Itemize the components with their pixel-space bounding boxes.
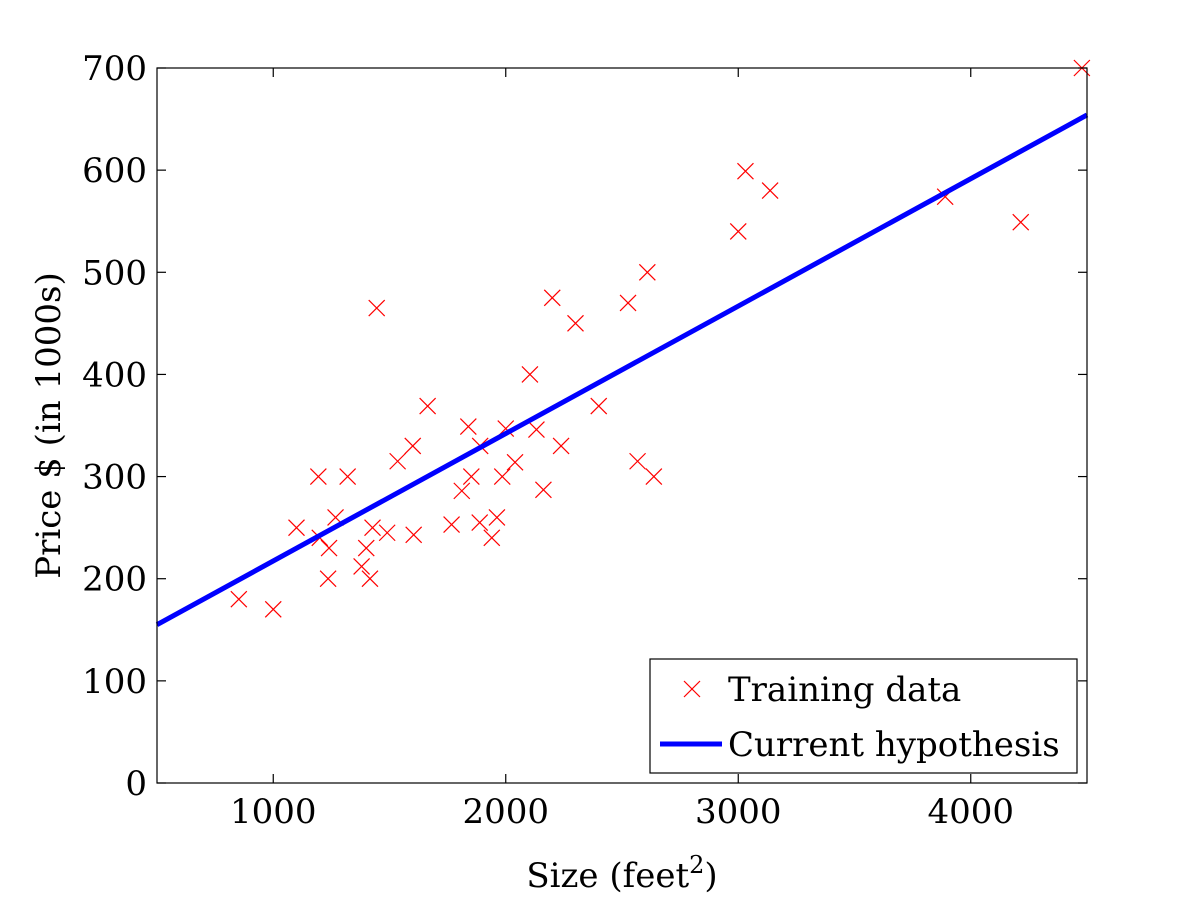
data-point — [488, 509, 506, 526]
y-tick-label: 700 — [82, 49, 147, 89]
data-point — [364, 519, 381, 537]
x-tick-label: 4000 — [927, 792, 1014, 832]
legend-box — [649, 658, 1078, 774]
training-data-series — [230, 59, 1091, 618]
data-point — [493, 468, 511, 485]
x-tick-label: 2000 — [462, 792, 549, 832]
legend: Training data Current hypothesis — [649, 658, 1078, 774]
data-point — [453, 482, 471, 500]
legend-label-current-hypothesis: Current hypothesis — [728, 725, 1060, 765]
data-point — [471, 514, 489, 531]
data-point — [1012, 213, 1030, 231]
legend-label-training-data: Training data — [728, 670, 961, 710]
x-tick-label: 3000 — [695, 792, 782, 832]
data-point — [405, 526, 423, 544]
y-tick-label: 0 — [125, 764, 147, 804]
data-point — [567, 314, 584, 332]
data-point — [378, 524, 396, 542]
data-point — [506, 453, 524, 471]
x-tick-label: 1000 — [230, 792, 317, 832]
data-point — [737, 162, 754, 180]
data-point — [443, 516, 461, 534]
data-point — [339, 468, 357, 485]
y-axis-label: Price $ (in 1000s) — [29, 272, 69, 579]
data-point — [483, 529, 501, 547]
plot-frame — [156, 67, 1088, 784]
data-point — [528, 421, 545, 439]
data-point — [729, 223, 747, 240]
data-point — [552, 437, 570, 455]
y-tick-label: 600 — [82, 151, 147, 191]
data-point — [459, 418, 477, 435]
data-point — [264, 600, 282, 618]
data-point — [389, 452, 407, 470]
data-point — [319, 570, 337, 588]
data-point — [320, 539, 338, 557]
data-point — [590, 397, 608, 415]
data-point — [521, 366, 539, 383]
data-point — [361, 570, 379, 588]
data-point — [629, 452, 647, 470]
y-tick-label: 100 — [82, 662, 147, 702]
data-point — [419, 397, 437, 415]
data-point — [543, 289, 561, 307]
data-point — [309, 468, 327, 485]
data-point — [462, 468, 480, 485]
data-point — [357, 539, 375, 557]
data-point — [230, 590, 248, 608]
data-point — [368, 299, 386, 317]
data-point — [534, 481, 552, 499]
data-point — [288, 519, 305, 537]
data-point — [619, 294, 637, 312]
y-tick-label: 400 — [82, 355, 147, 395]
x-axis-label: Size (feet2) — [526, 851, 717, 896]
data-point — [638, 263, 656, 281]
hypothesis-line — [155, 112, 1089, 627]
data-point — [404, 437, 422, 455]
data-point — [353, 558, 371, 575]
y-tick-label: 300 — [82, 458, 147, 498]
y-tick-label: 200 — [82, 560, 147, 600]
y-tick-label: 500 — [82, 253, 147, 293]
x-axis-ticks: 1000 2000 3000 4000 — [230, 68, 1014, 832]
data-point — [761, 182, 779, 199]
legend-marker-x-icon — [683, 680, 701, 698]
y-axis-ticks: 0 100 200 300 400 500 600 700 — [82, 49, 1087, 804]
hypothesis-series — [155, 112, 1089, 627]
data-point — [645, 468, 663, 485]
